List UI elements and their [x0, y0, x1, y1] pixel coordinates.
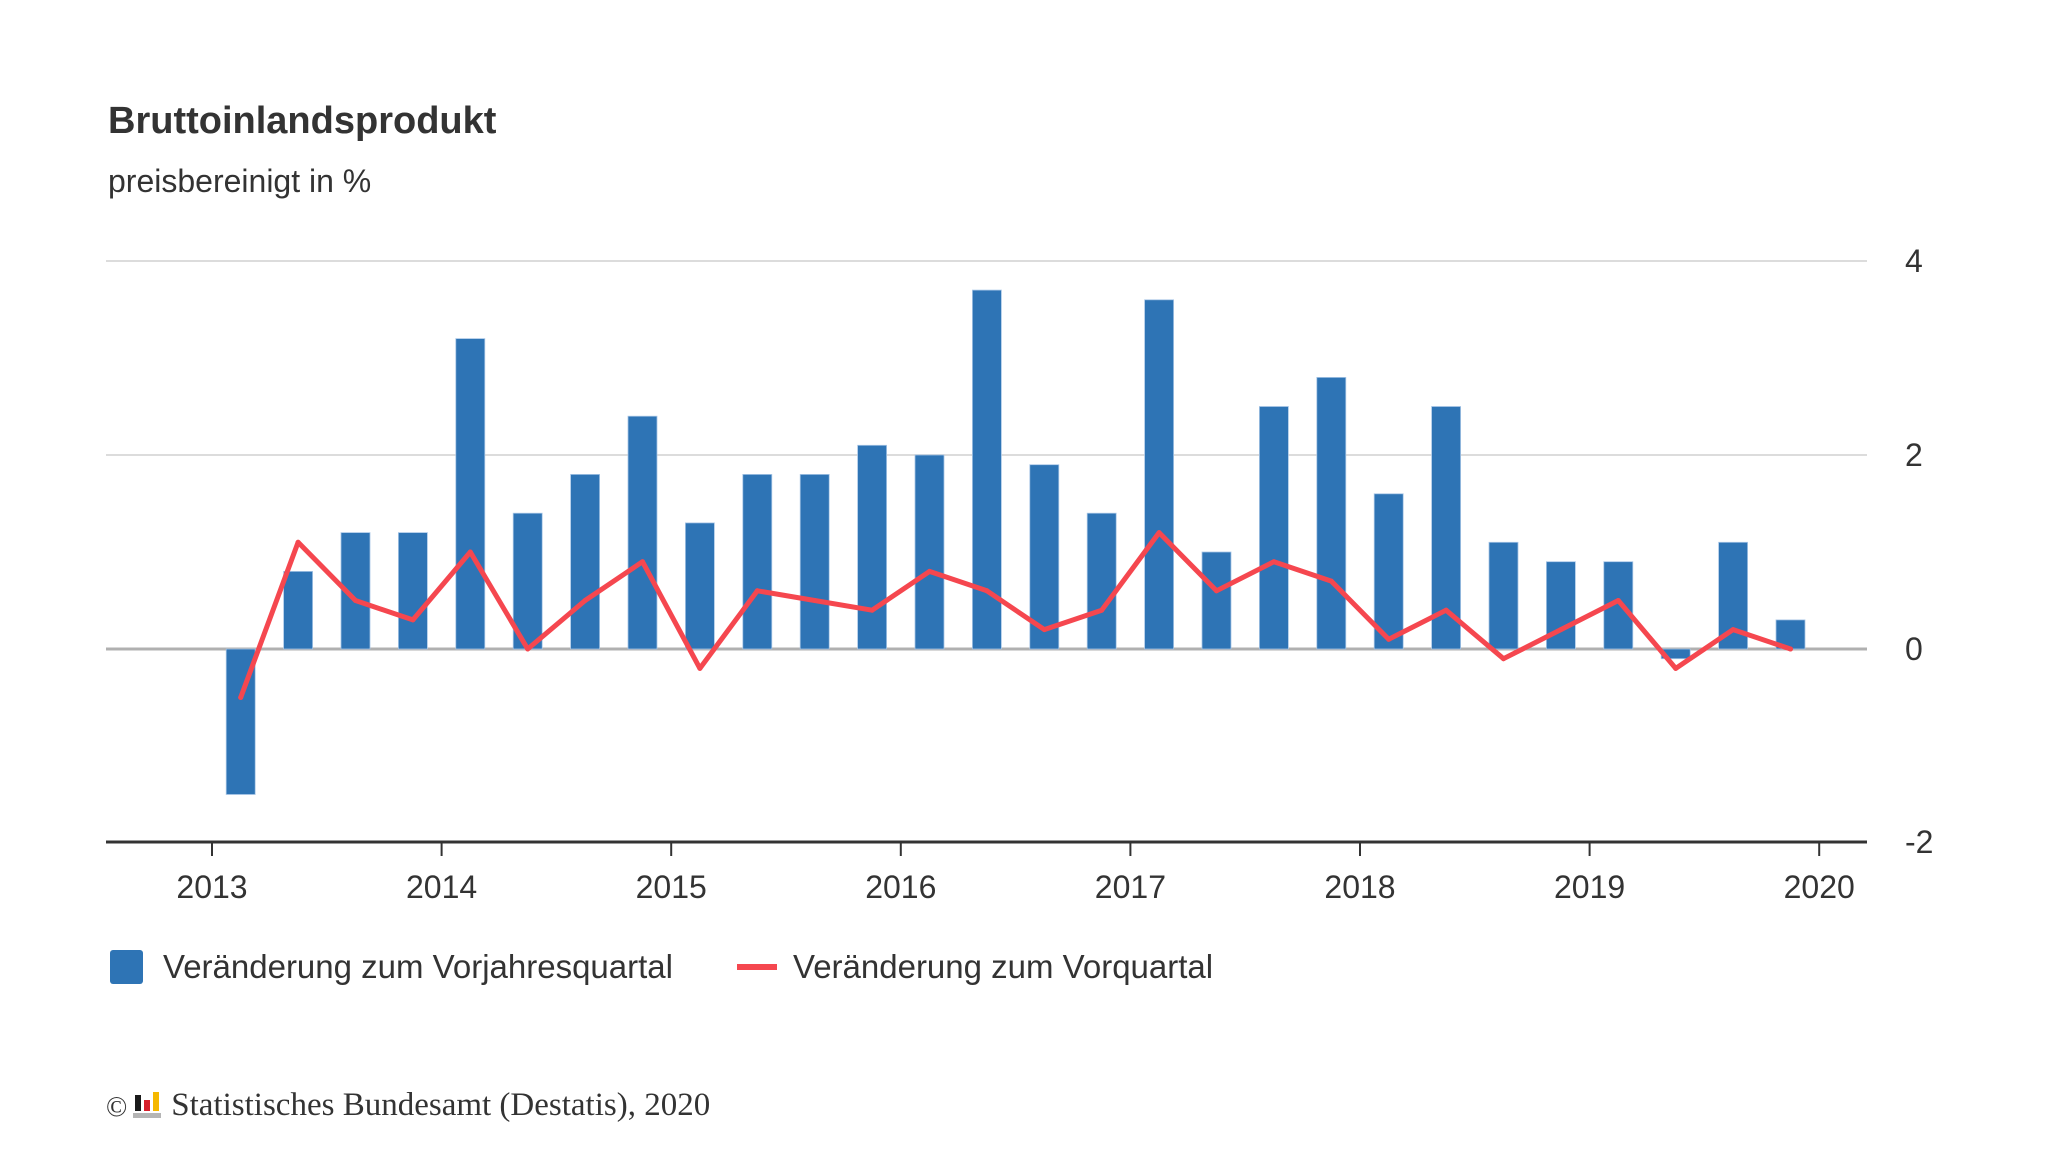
- bar-2017-q4[interactable]: [1316, 376, 1347, 650]
- logo-bar-gold: [153, 1092, 160, 1111]
- x-axis: 2013 2014 2015 2016 2017 2018 2019 2020: [106, 840, 1867, 905]
- bar-2017-q1[interactable]: [1144, 299, 1174, 650]
- y-tick-label: 2: [1905, 437, 1923, 473]
- line-point-2013-q4[interactable]: [410, 617, 416, 623]
- bar-2014-q3[interactable]: [570, 473, 600, 650]
- bar-2013-q2[interactable]: [283, 571, 314, 650]
- copyright-icon: ©: [106, 1092, 128, 1123]
- y-tick-label: 0: [1905, 631, 1923, 667]
- bar-2014-q2[interactable]: [512, 512, 543, 650]
- x-tick-label: 2015: [636, 869, 707, 905]
- bar-2016-q1[interactable]: [914, 454, 945, 650]
- line-point-2018-q1[interactable]: [1386, 636, 1392, 642]
- bar-2015-q4[interactable]: [857, 444, 887, 650]
- line-point-2015-q1[interactable]: [697, 665, 703, 671]
- y-axis: 4 2 0 -2: [1905, 243, 1933, 860]
- legend-item-qoq[interactable]: Veränderung zum Vorquartal: [737, 948, 1213, 986]
- bar-2013-q4[interactable]: [397, 532, 428, 650]
- logo-bar-black: [135, 1095, 142, 1111]
- x-tick-label: 2017: [1095, 869, 1166, 905]
- x-tick-label: 2013: [176, 869, 247, 905]
- line-point-2018-q4[interactable]: [1558, 627, 1564, 633]
- legend-label-qoq: Veränderung zum Vorquartal: [793, 948, 1214, 985]
- legend-item-yoy[interactable]: Veränderung zum Vorjahresquartal: [110, 948, 673, 986]
- bar-2018-q2[interactable]: [1431, 406, 1461, 650]
- line-point-2016-q3[interactable]: [1041, 627, 1047, 633]
- line-point-2015-q2[interactable]: [754, 588, 760, 594]
- line-point-2015-q3[interactable]: [812, 598, 818, 603]
- legend-label-yoy: Veränderung zum Vorjahresquartal: [163, 948, 673, 985]
- bar-2015-q2[interactable]: [742, 473, 773, 650]
- bar-2014-q1[interactable]: [455, 338, 486, 650]
- x-tick-label: 2014: [406, 869, 477, 905]
- line-point-2017-q2[interactable]: [1214, 588, 1219, 594]
- line-point-2016-q1[interactable]: [927, 568, 932, 574]
- chart-title: Bruttoinlandsprodukt: [108, 100, 497, 142]
- line-point-2013-q1[interactable]: [238, 695, 244, 700]
- line-point-2017-q1[interactable]: [1156, 530, 1162, 536]
- bar-2015-q1[interactable]: [685, 522, 715, 650]
- bar-2018-q1[interactable]: [1373, 493, 1404, 650]
- chart-subtitle: preisbereinigt in %: [108, 163, 372, 199]
- line-point-2014-q3[interactable]: [582, 598, 588, 603]
- source-text: Statistisches Bundesamt (Destatis), 2020: [171, 1086, 711, 1123]
- legend-line-swatch-icon: [737, 964, 777, 970]
- destatis-logo-icon: [133, 1092, 162, 1118]
- line-point-2016-q4[interactable]: [1099, 607, 1105, 613]
- line-point-2019-q4[interactable]: [1788, 646, 1793, 652]
- line-point-2013-q2[interactable]: [295, 539, 301, 545]
- bar-2015-q3[interactable]: [799, 473, 830, 650]
- legend-bar-swatch-icon: [110, 950, 143, 984]
- line-point-2014-q4[interactable]: [640, 559, 645, 565]
- bar-2017-q2[interactable]: [1201, 551, 1232, 650]
- line-point-2014-q2[interactable]: [525, 646, 531, 652]
- line-point-2016-q2[interactable]: [984, 588, 990, 594]
- bar-2016-q4[interactable]: [1086, 512, 1117, 650]
- logo-bar-red: [144, 1100, 151, 1111]
- x-tick-label: 2019: [1554, 869, 1625, 905]
- line-point-2014-q1[interactable]: [467, 549, 473, 555]
- source-footer: © Statistisches Bundesamt (Destatis), 20…: [106, 1086, 710, 1124]
- line-series: [238, 530, 1793, 700]
- x-tick-label: 2018: [1324, 869, 1395, 905]
- bar-2018-q3[interactable]: [1488, 541, 1519, 650]
- qoq-line[interactable]: [238, 530, 1793, 700]
- x-tick-label: 2016: [865, 869, 936, 905]
- line-point-2018-q2[interactable]: [1443, 607, 1449, 613]
- legend: Veränderung zum Vorjahresquartal Verände…: [110, 948, 1277, 986]
- line-point-2018-q3[interactable]: [1501, 656, 1506, 662]
- bar-2014-q4[interactable]: [627, 415, 658, 650]
- bar-series: [225, 289, 1806, 795]
- line-point-2019-q1[interactable]: [1615, 598, 1621, 603]
- y-tick-label: 4: [1905, 243, 1923, 279]
- line-point-2013-q3[interactable]: [353, 598, 358, 603]
- y-tick-label: -2: [1905, 824, 1933, 860]
- line-point-2019-q2[interactable]: [1673, 665, 1679, 671]
- bar-2017-q3[interactable]: [1259, 406, 1289, 650]
- line-point-2017-q4[interactable]: [1328, 578, 1334, 584]
- line-point-2019-q3[interactable]: [1730, 627, 1736, 633]
- logo-base: [133, 1113, 162, 1118]
- x-tick-label: 2020: [1784, 869, 1855, 905]
- bar-2016-q3[interactable]: [1029, 464, 1060, 650]
- line-point-2017-q3[interactable]: [1271, 559, 1277, 565]
- line-point-2015-q4[interactable]: [869, 607, 875, 613]
